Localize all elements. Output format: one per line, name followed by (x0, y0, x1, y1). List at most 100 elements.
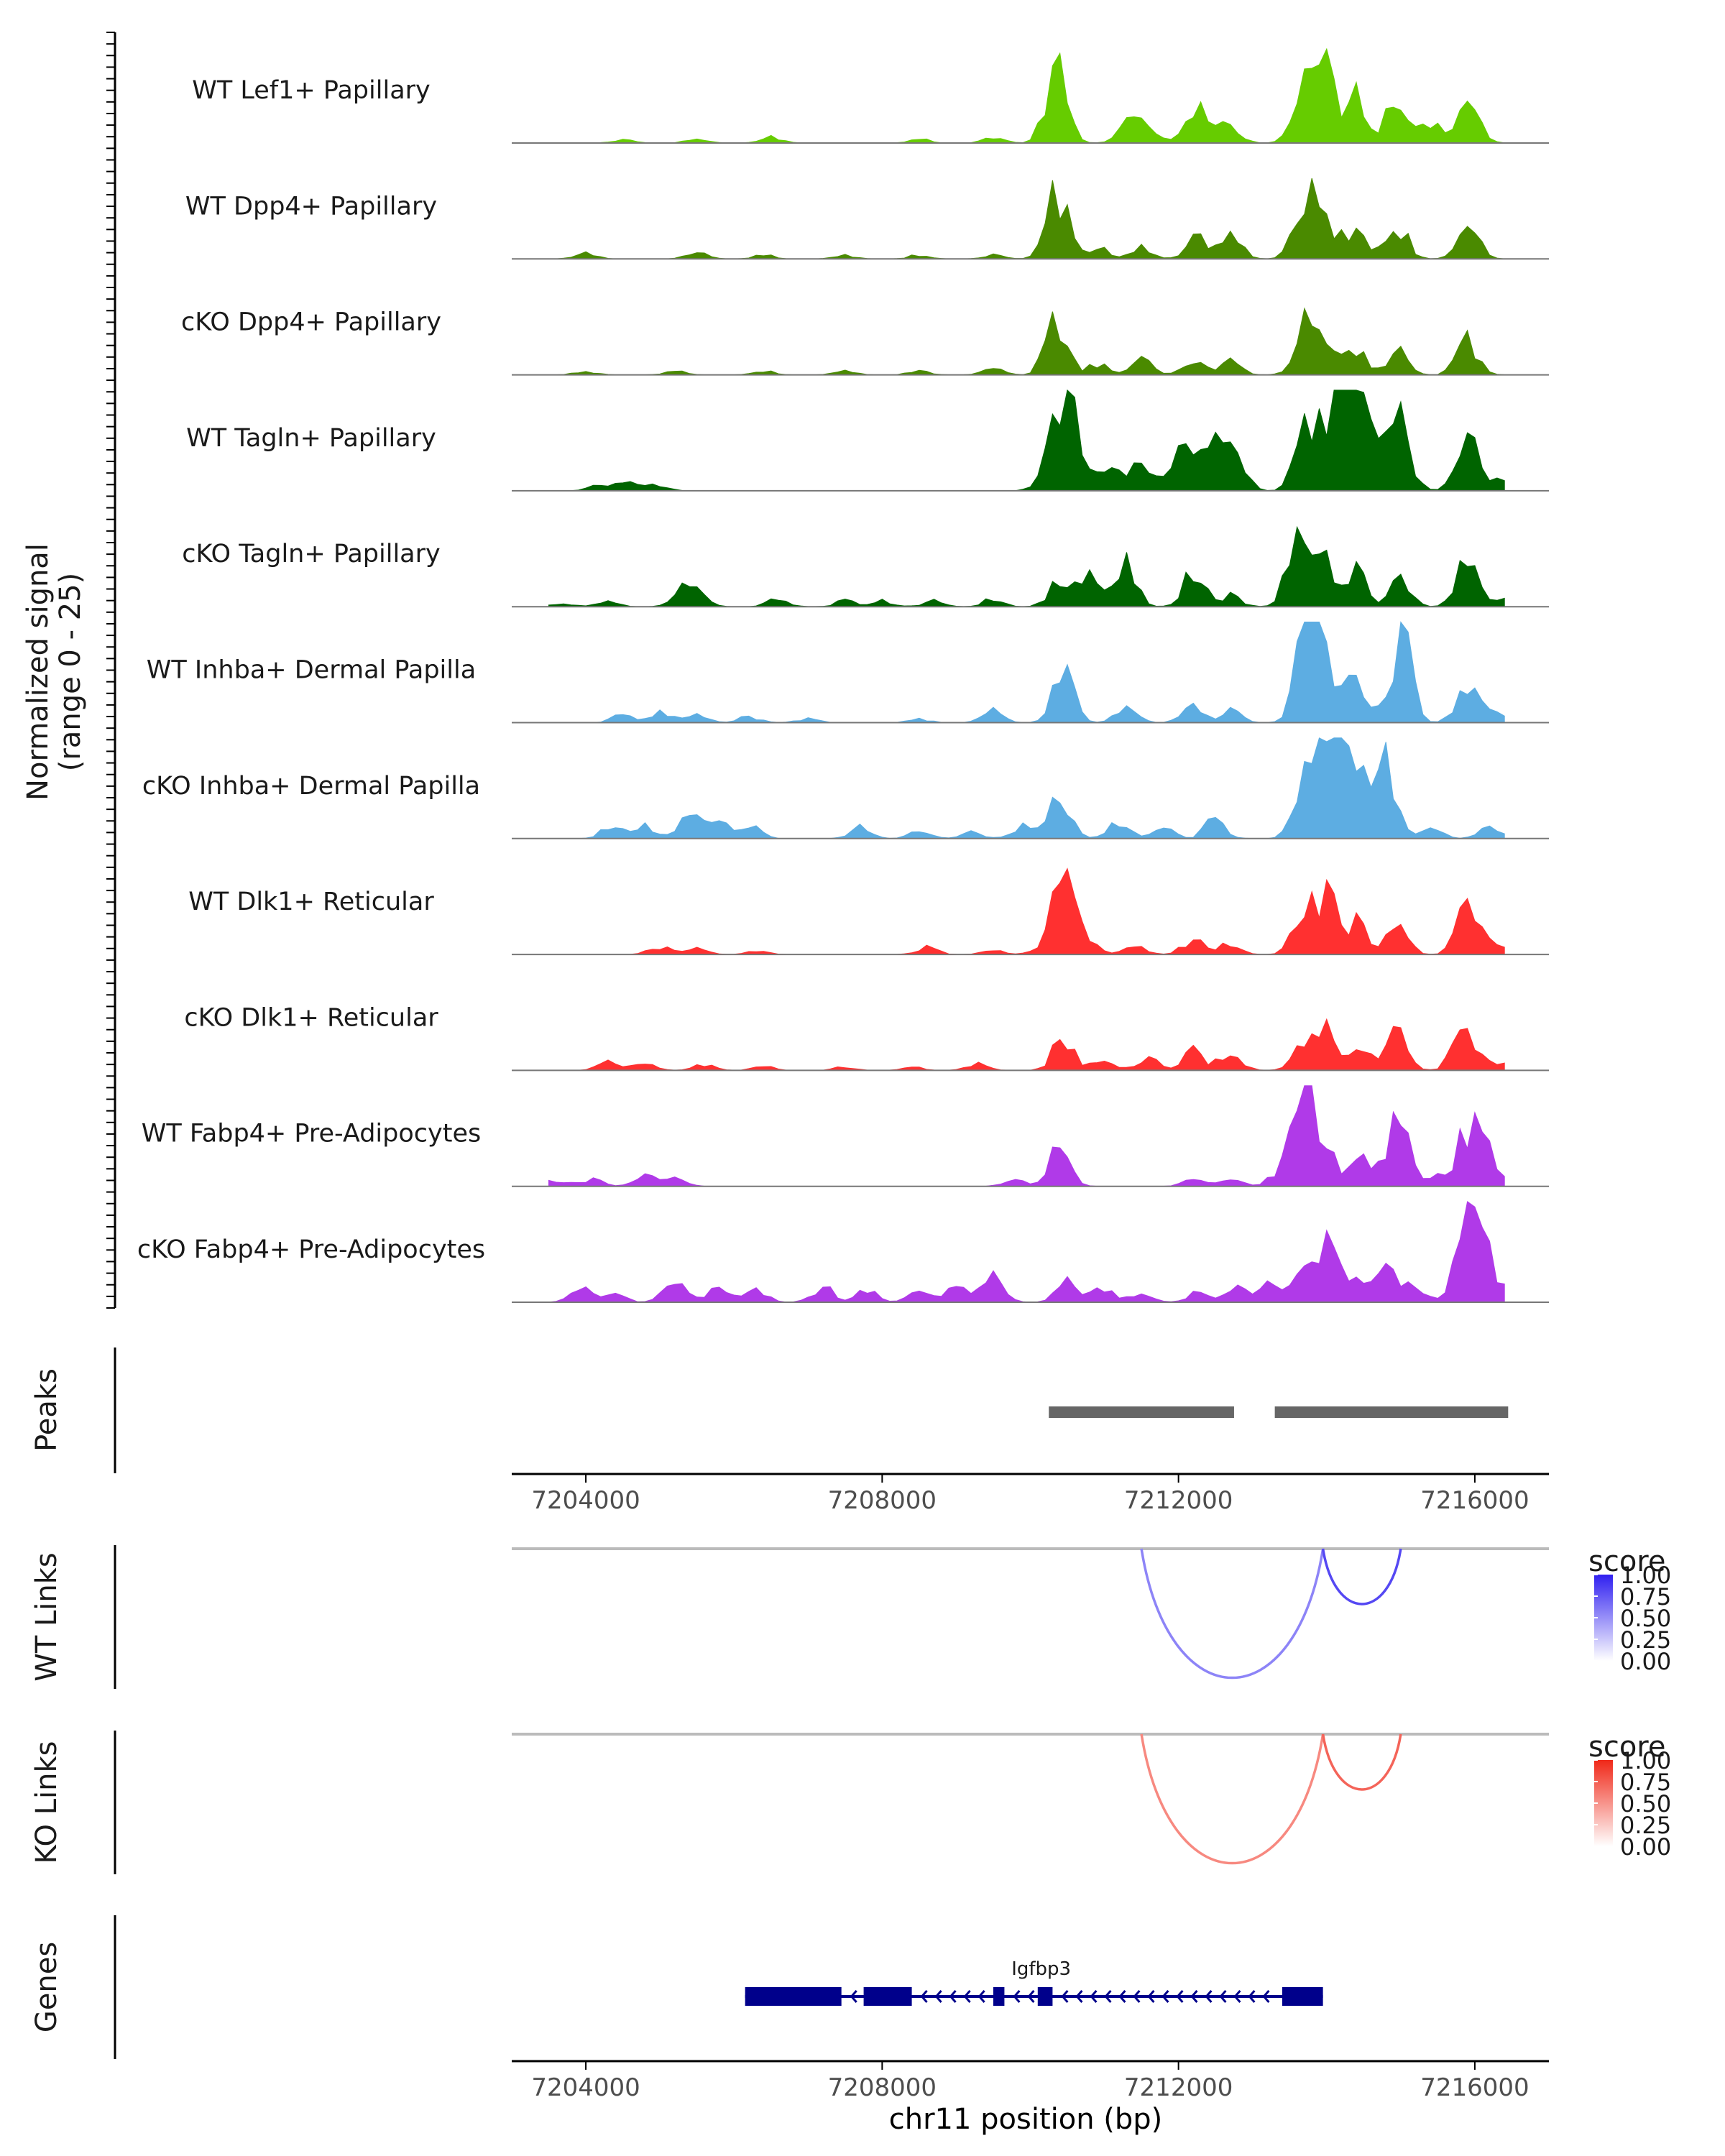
peaks-track-label: Peaks (30, 1368, 63, 1452)
coverage-y-label-line1: Normalized signal (22, 543, 55, 801)
gene-strand-chevron (963, 1990, 971, 2003)
link-arc (1321, 1548, 1402, 1606)
links-legend-tick-label: 0.00 (1620, 1648, 1671, 1675)
coverage-track-label: WT Dlk1+ Reticular (188, 888, 434, 916)
link-arc (1140, 1733, 1325, 1865)
links-legend-tick-label: 0.50 (1620, 1605, 1671, 1632)
coverage-track: cKO Fabp4+ Pre-Adipocytes (137, 1201, 1549, 1303)
x-axis-tick-label: 7208000 (828, 1486, 937, 1515)
links-legend-tick-label: 0.25 (1620, 1626, 1671, 1654)
gene-strand-chevron (1133, 1990, 1141, 2003)
gene-strand-chevron (1248, 1990, 1256, 2003)
coverage-track: WT Fabp4+ Pre-Adipocytes (142, 1085, 1549, 1187)
coverage-track-label: WT Inhba+ Dermal Papilla (147, 656, 476, 685)
links-track-label: KO Links (30, 1741, 63, 1864)
x-axis-lower: 7204000 7208000 7212000 7216000 (512, 2060, 1549, 2102)
genes-track-label: Genes (30, 1942, 63, 2032)
links-legend-title: score (1588, 1731, 1665, 1764)
x-axis-tick-label: 7212000 (1124, 1486, 1233, 1515)
x-axis-upper: 7204000 7208000 7212000 7216000 (512, 1473, 1549, 1515)
gene-strand-chevron (850, 1990, 857, 2003)
gene-strand-chevron (1061, 1990, 1069, 2003)
coverage-track: cKO Dpp4+ Papillary (181, 307, 1549, 376)
coverage-track-label: WT Dpp4+ Papillary (185, 192, 437, 221)
links-legend-tick-label: 1.00 (1620, 1562, 1671, 1589)
links-legend-tick-label: 1.00 (1620, 1747, 1671, 1774)
coverage-area (548, 178, 1505, 259)
coverage-track: WT Lef1+ Papillary (192, 47, 1549, 144)
coverage-y-label-line2: (range 0 - 25) (54, 573, 87, 771)
gene-strand-chevron (978, 1990, 985, 2003)
coverage-track-label: cKO Fabp4+ Pre-Adipocytes (137, 1235, 485, 1264)
coverage-track: WT Dlk1+ Reticular (188, 867, 1549, 956)
gene-strand-chevron (1205, 1990, 1213, 2003)
coverage-track: WT Dpp4+ Papillary (185, 178, 1549, 260)
links-legend-tick-label: 0.75 (1620, 1583, 1671, 1611)
coverage-tracks: WT Lef1+ Papillary WT Dpp4+ Papillary cKO … (137, 47, 1549, 1303)
coverage-track-label: cKO Inhba+ Dermal Papilla (142, 772, 480, 801)
links-legend-tick-label: 0.75 (1620, 1769, 1671, 1796)
coverage-track-label: WT Fabp4+ Pre-Adipocytes (142, 1120, 481, 1148)
link-arc (1321, 1733, 1402, 1791)
peak-region (1049, 1406, 1234, 1418)
gene-strand-chevron (1162, 1990, 1169, 2003)
coverage-area (548, 307, 1505, 376)
links-legend-title: score (1588, 1545, 1665, 1578)
peak-region (1274, 1406, 1509, 1418)
gene-strand-chevron (1190, 1990, 1198, 2003)
coverage-track: WT Tagln+ Papillary (186, 389, 1549, 492)
x-axis-tick-label: 7208000 (828, 2073, 937, 2102)
gene-exon (993, 1987, 1005, 2006)
coverage-y-axis (106, 32, 116, 1309)
gene-strand-chevron (1104, 1990, 1112, 2003)
gene-strand-chevron (1147, 1990, 1155, 2003)
coverage-track: WT Inhba+ Dermal Papilla (147, 621, 1549, 724)
x-axis-title: chr11 position (bp) (889, 2103, 1163, 2136)
coverage-track-label: WT Tagln+ Papillary (186, 424, 436, 453)
link-arc (1140, 1548, 1325, 1680)
gene-strand-chevron (1075, 1990, 1083, 2003)
coverage-track-label: cKO Tagln+ Papillary (182, 540, 441, 568)
links-legend-tick-label: 0.50 (1620, 1790, 1671, 1818)
coverage-track: cKO Tagln+ Papillary (182, 525, 1549, 608)
x-axis-tick-label: 7212000 (1124, 2073, 1233, 2102)
gene-exon (1282, 1987, 1323, 2006)
links-legend-tick-label: 0.25 (1620, 1812, 1671, 1839)
x-axis-tick-label: 7204000 (531, 2073, 640, 2102)
coverage-area (548, 389, 1505, 492)
gene-strand-chevron (1118, 1990, 1126, 2003)
coverage-area (548, 47, 1505, 144)
gene-exon (745, 1987, 842, 2006)
gene-strand-chevron (1219, 1990, 1227, 2003)
gene-strand-chevron (934, 1990, 942, 2003)
coverage-area (548, 1018, 1505, 1071)
gene-strand-chevron (949, 1990, 957, 2003)
gene-strand-chevron (920, 1990, 928, 2003)
gene-strand-chevron (1262, 1990, 1270, 2003)
coverage-track-label: cKO Dlk1+ Reticular (184, 1003, 438, 1032)
coverage-area (548, 1085, 1505, 1187)
coverage-area (548, 867, 1505, 955)
x-axis-tick-label: 7204000 (531, 1486, 640, 1515)
coverage-track-label: cKO Dpp4+ Papillary (181, 308, 441, 337)
gene-exon (863, 1987, 912, 2006)
coverage-area (548, 737, 1505, 839)
gene-strand-chevron (1090, 1990, 1098, 2003)
coverage-area (548, 525, 1505, 607)
gene-strand-chevron (1233, 1990, 1241, 2003)
gene-strand-chevron (1027, 1990, 1035, 2003)
links-legend-tick-label: 0.00 (1620, 1833, 1671, 1861)
coverage-area (548, 1201, 1505, 1303)
gene-exon (1037, 1987, 1053, 2006)
gene-name-label: Igfbp3 (1011, 1958, 1071, 1980)
coverage-track: cKO Dlk1+ Reticular (184, 1003, 1549, 1072)
coverage-area (548, 621, 1505, 724)
x-axis-tick-label: 7216000 (1420, 2073, 1529, 2102)
x-axis-tick-label: 7216000 (1420, 1486, 1529, 1515)
coverage-track: cKO Inhba+ Dermal Papilla (142, 737, 1549, 839)
genes-track: Igfbp3 (745, 1958, 1323, 2006)
